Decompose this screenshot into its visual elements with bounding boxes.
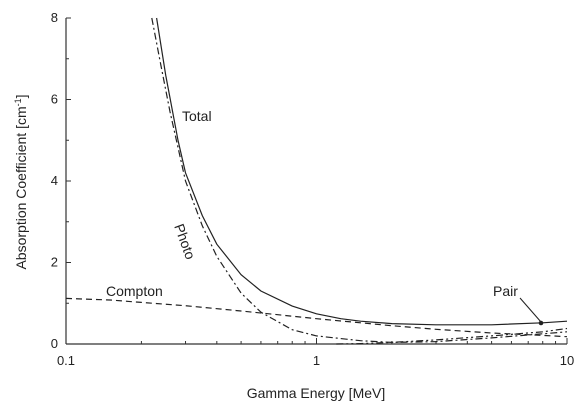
pair-pointer-dot	[538, 320, 544, 326]
series-compton-line	[65, 297, 568, 338]
annotation-photo: Photo	[171, 222, 199, 262]
series-total-line	[156, 17, 568, 326]
x-tick-label: 10	[560, 353, 574, 368]
y-tick-label: 8	[51, 10, 58, 25]
annotations: Total Photo Compton Pair	[106, 108, 544, 326]
annotation-pair: Pair	[493, 283, 518, 299]
y-tick-label: 2	[51, 255, 58, 270]
pair-pointer-line	[519, 297, 542, 323]
y-tick-label: 6	[51, 92, 58, 107]
x-axis-title: Gamma Energy [MeV]	[247, 385, 386, 401]
x-tick-label: 1	[313, 353, 320, 368]
y-tick-label: 0	[51, 336, 58, 351]
y-axis-title: Absorption Coefficient [cm-1]	[13, 94, 29, 269]
series-pair-line	[336, 327, 568, 345]
x-tick-label: 0.1	[57, 353, 75, 368]
y-tick-label: 4	[51, 173, 58, 188]
series-photo-line	[151, 17, 568, 344]
series-layer	[65, 17, 568, 345]
annotation-total: Total	[182, 108, 212, 124]
ticks: 0 2 4 6 8 0.1 1 10	[51, 10, 574, 368]
annotation-compton: Compton	[106, 283, 163, 299]
